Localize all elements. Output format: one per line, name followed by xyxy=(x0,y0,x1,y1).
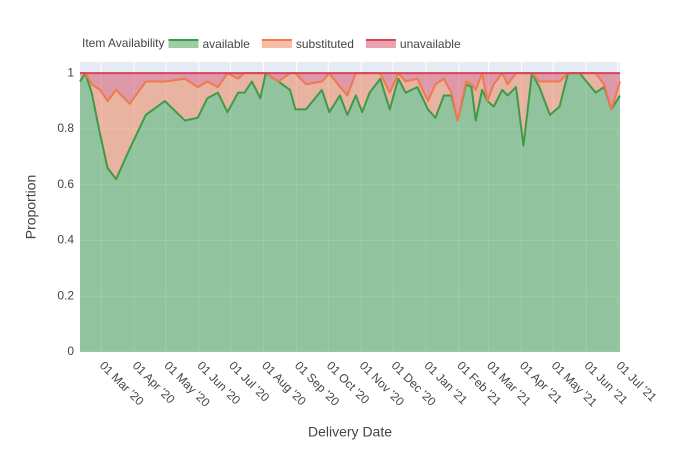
legend-label: unavailable xyxy=(400,37,461,51)
y-tick-label: 0 xyxy=(67,344,74,358)
x-axis-title: Delivery Date xyxy=(308,424,392,440)
area-fill xyxy=(80,73,620,353)
y-tick-label: 0.2 xyxy=(57,288,74,302)
area-line xyxy=(79,72,621,181)
legend: Item Availability available substituted un… xyxy=(82,36,461,51)
areas xyxy=(79,72,621,353)
legend-swatch xyxy=(168,40,199,48)
legend-swatch xyxy=(261,40,292,48)
y-axis-title: Proportion xyxy=(23,175,39,240)
y-tick-label: 1 xyxy=(67,65,74,79)
y-tick-label: 0.6 xyxy=(57,177,74,191)
legend-item: substituted xyxy=(261,37,354,51)
area-fill xyxy=(80,73,620,180)
legend-label: available xyxy=(202,37,250,51)
legend-title: Item Availability xyxy=(82,36,164,50)
legend-label: substituted xyxy=(296,37,354,51)
legend-item: unavailable xyxy=(365,37,461,51)
legend-item: available xyxy=(168,37,250,51)
y-tick-label: 0.4 xyxy=(57,233,74,247)
y-tick-label: 0.8 xyxy=(57,121,74,135)
legend-swatch xyxy=(365,40,396,48)
